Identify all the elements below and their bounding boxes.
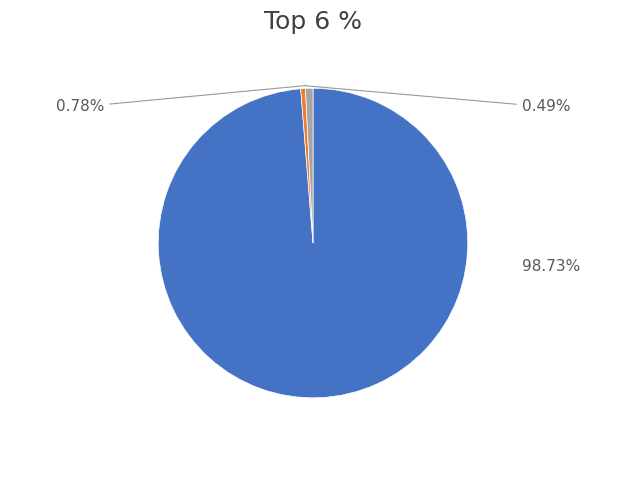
Text: 98.73%: 98.73% (522, 259, 580, 274)
Wedge shape (158, 88, 468, 398)
Wedge shape (300, 88, 313, 243)
Title: Top 6 %: Top 6 % (264, 10, 362, 34)
Text: 0.49%: 0.49% (305, 86, 570, 115)
Text: 0.78%: 0.78% (56, 85, 306, 115)
Wedge shape (305, 88, 313, 243)
